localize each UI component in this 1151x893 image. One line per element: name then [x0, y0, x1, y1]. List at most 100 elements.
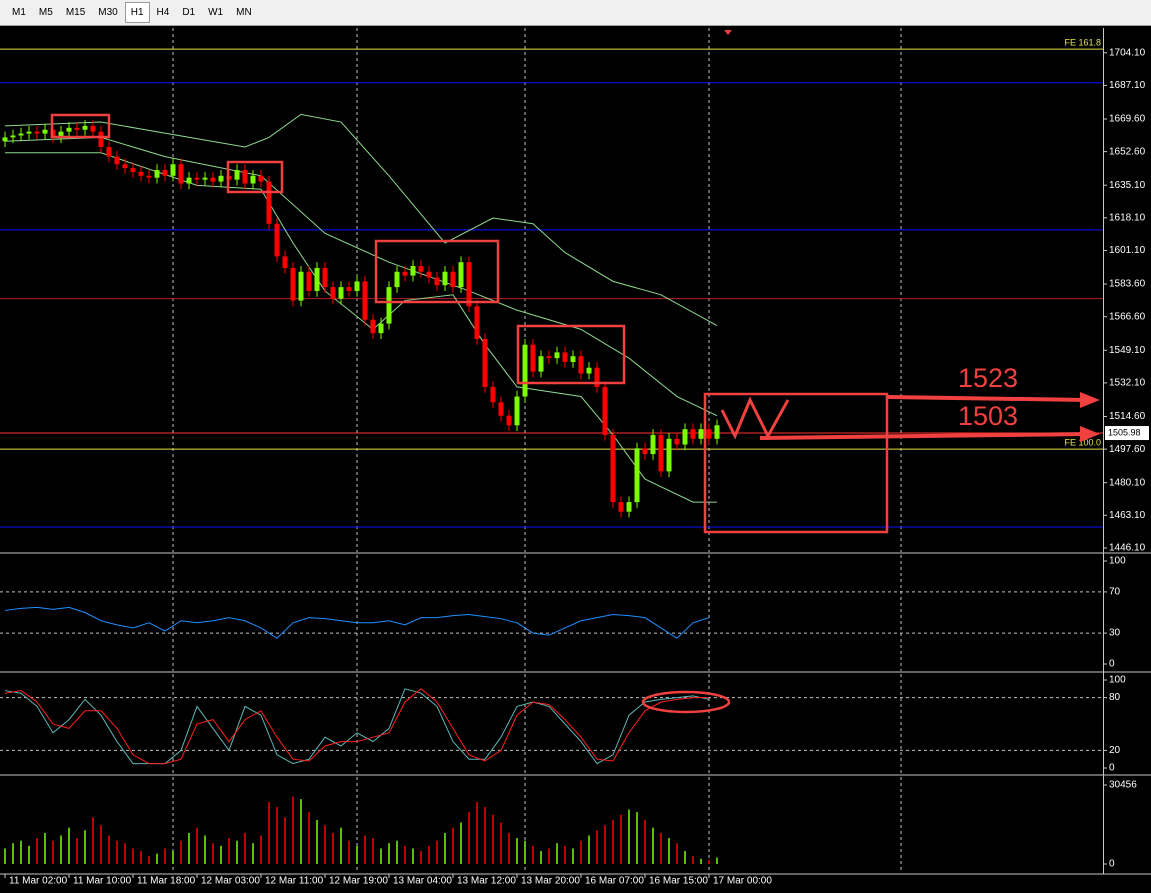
level-label: FE 161.8 [1064, 37, 1101, 47]
candle-body [2, 137, 8, 142]
candle-body [146, 175, 152, 178]
x-tick-label: 13 Mar 12:00 [457, 876, 516, 887]
candle-body [66, 127, 72, 132]
candle-body [58, 131, 64, 138]
y-tick-label: 80 [1109, 692, 1121, 703]
candle-body [282, 256, 288, 268]
y-tick-label: 1566.60 [1109, 311, 1146, 322]
candle-body [562, 352, 568, 362]
candle-body [330, 287, 336, 299]
x-tick-label: 16 Mar 07:00 [585, 876, 644, 887]
candle-body [442, 271, 448, 286]
y-tick-label: 1514.60 [1109, 411, 1146, 422]
chart: 1704.10 1687.10 1669.60 1652.60 1635.10 1618.… [0, 28, 1151, 887]
x-tick-label: 13 Mar 20:00 [521, 876, 580, 887]
y-tick-label: 0 [1109, 659, 1115, 670]
candle-body [122, 164, 128, 169]
timeframe-button[interactable]: H1 [124, 2, 150, 23]
y-tick-label: 1601.10 [1109, 245, 1146, 256]
candle-body [10, 135, 16, 138]
candle-body [42, 129, 48, 134]
candle-body [394, 271, 400, 288]
target-arrow [886, 395, 1089, 402]
annotation-box [50, 113, 111, 139]
y-tick-label: 100 [1109, 675, 1126, 686]
y-tick-label: 1687.10 [1109, 80, 1146, 91]
candle-body [602, 386, 608, 435]
candle-body [194, 177, 200, 180]
candle-body [386, 287, 392, 324]
band-line [4, 136, 718, 417]
candle-body [642, 448, 648, 455]
timeframe-button[interactable]: M30 [98, 7, 118, 18]
top-marker [724, 30, 732, 35]
candle-body [706, 429, 712, 439]
candle-body [530, 344, 536, 372]
y-tick-label: 1446.10 [1109, 543, 1146, 554]
timeframe-button[interactable]: M15 [65, 7, 86, 18]
candle-body [258, 175, 264, 182]
candle-body [626, 502, 632, 512]
candle-body [346, 287, 352, 291]
x-tick-label: 17 Mar 00:00 [713, 876, 772, 887]
candle-body [418, 266, 424, 272]
candle-body [178, 164, 184, 184]
candle-body [82, 125, 88, 130]
annotation-text: 1523 [958, 363, 1018, 393]
y-tick-label: 1532.10 [1109, 378, 1146, 389]
x-tick-label: 12 Mar 03:00 [201, 876, 260, 887]
timeframe-button[interactable]: W1 [208, 7, 224, 18]
candle-body [106, 147, 112, 157]
level-label: FE 100.0 [1064, 437, 1101, 447]
timeframe-button[interactable]: M1 [12, 7, 26, 18]
y-tick-label: 1549.10 [1109, 345, 1146, 356]
y-tick-label: 1669.60 [1109, 114, 1146, 125]
candle-body [90, 125, 96, 132]
candle-body [378, 323, 384, 334]
annotation-box [516, 324, 626, 385]
candle-body [586, 367, 592, 374]
candle-body [218, 175, 224, 182]
candle-body [314, 267, 320, 291]
candle-body [402, 271, 408, 276]
candle-body [458, 262, 464, 288]
candle-body [34, 131, 40, 134]
target-arrow [759, 432, 1089, 440]
candle-body [634, 448, 640, 503]
timeframe-button[interactable]: MN [236, 7, 252, 18]
candle-body [674, 438, 680, 445]
candle-body [370, 319, 376, 334]
timeframe-button[interactable]: H4 [156, 7, 170, 18]
candle-body [698, 429, 704, 439]
y-tick-label: 1463.10 [1109, 510, 1146, 521]
zigzag-arrow [720, 396, 790, 440]
candle-body [666, 438, 672, 472]
candle-body [138, 171, 144, 176]
candle-body [618, 502, 624, 512]
candle-body [298, 271, 304, 301]
timeframe-button[interactable]: M5 [38, 7, 53, 18]
y-tick-label: 30 [1109, 628, 1121, 639]
candle-body [362, 281, 368, 320]
candle-body [170, 164, 176, 176]
candle-body [570, 356, 576, 362]
y-tick-label: 20 [1109, 745, 1121, 756]
candle-body [354, 281, 360, 291]
candle-body [522, 344, 528, 397]
candle-body [538, 356, 544, 372]
candle-body [242, 170, 248, 184]
annotation-box [226, 160, 284, 194]
band-line [4, 113, 718, 326]
timeframe-button[interactable]: D1 [182, 7, 196, 18]
indicator-line [4, 688, 710, 765]
candle-body [450, 271, 456, 288]
candle-body [250, 175, 256, 184]
y-tick-label: 70 [1109, 587, 1121, 598]
candle-body [554, 352, 560, 359]
y-tick-label: 1652.60 [1109, 146, 1146, 157]
y-tick-label: 0 [1109, 859, 1115, 870]
candle-body [290, 267, 296, 301]
y-tick-label: 1480.10 [1109, 477, 1146, 488]
candle-body [426, 271, 432, 278]
candle-body [546, 356, 552, 359]
